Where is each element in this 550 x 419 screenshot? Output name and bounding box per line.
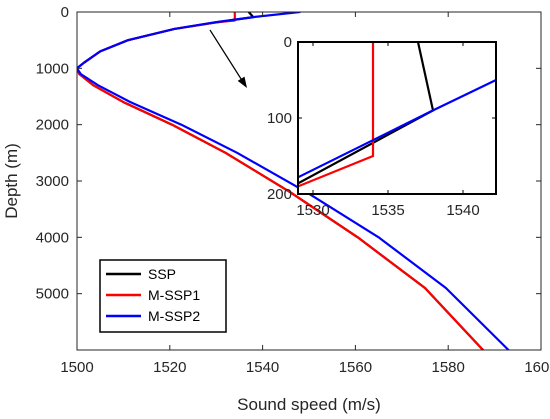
main-series-m-ssp2 (77, 12, 510, 350)
y-tick-label: 3000 (36, 173, 69, 190)
axis-titles: Sound speed (m/s) Depth (m) (2, 143, 381, 414)
y-tick-label: 2000 (36, 117, 69, 134)
inset-x-tick-label: 1540 (446, 202, 479, 219)
x-tick-label: 1500 (60, 359, 93, 376)
y-axis-title: Depth (m) (2, 143, 21, 219)
y-tick-label: 1000 (36, 60, 69, 77)
legend-label-m-ssp1: M-SSP1 (148, 287, 200, 303)
main-plot-tick-labels: 1500152015401560158016000100020003000400… (36, 4, 550, 376)
main-plot-ticks (76, 11, 542, 350)
y-tick-label: 5000 (36, 286, 69, 303)
inset-plot: 1530 1535 1540 0 100 200 (267, 34, 497, 219)
inset-x-tick-label: 1535 (371, 202, 404, 219)
x-tick-label: 1580 (432, 359, 465, 376)
zoom-arrow-head (237, 76, 247, 88)
zoom-arrow-line (209, 29, 244, 83)
y-tick-label: 0 (61, 4, 69, 21)
inset-y-tick-label: 100 (267, 110, 292, 127)
main-plot-curves (77, 12, 510, 350)
inset-curves (298, 42, 496, 188)
x-tick-label: 1560 (339, 359, 372, 376)
inset-y-tick-label: 200 (267, 186, 292, 203)
inset-series-m-ssp1 (298, 42, 375, 188)
legend: SSP M-SSP1 M-SSP2 (99, 259, 227, 333)
y-tick-label: 4000 (36, 229, 69, 246)
x-axis-title: Sound speed (m/s) (237, 395, 381, 414)
legend-label-ssp: SSP (148, 266, 176, 282)
x-tick-label: 1520 (153, 359, 186, 376)
zoom-arrow (209, 29, 247, 88)
inset-x-tick-label: 1530 (296, 202, 329, 219)
legend-label-m-ssp2: M-SSP2 (148, 308, 200, 324)
inset-background (297, 41, 497, 195)
inset-y-tick-label: 0 (284, 34, 292, 51)
x-tick-label: 1540 (246, 359, 279, 376)
inset-series-m-ssp2 (298, 79, 496, 179)
